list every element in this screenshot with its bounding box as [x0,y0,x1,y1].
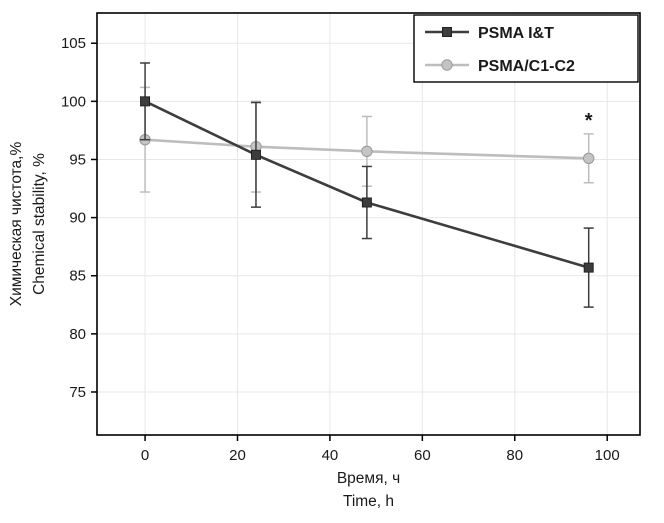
plot-frame [96,12,641,436]
significance-marker: * [585,110,593,132]
x-tick-label: 0 [141,447,149,464]
series-line [144,138,589,160]
x-tick-label: 20 [229,447,246,464]
y-axis-label: Chemical stability, % [31,153,48,295]
data-point-circle [583,152,595,165]
data-point-circle [361,145,373,158]
y-tick-label: 100 [61,93,86,110]
data-point-square [361,197,372,208]
legend-box [413,14,639,83]
y-tick-label: 90 [69,210,86,227]
data-point-square [140,96,151,107]
legend-label: PSMA/C1-C2 [478,58,575,75]
y-tick-label: 80 [69,326,86,343]
x-tick-label: 100 [595,447,620,464]
x-axis-label: Time, h [343,493,394,510]
series-line [144,100,590,269]
x-tick-label: 60 [414,447,431,464]
y-tick-label: 75 [69,384,86,401]
data-point-square [583,262,594,273]
x-axis-label: Время, ч [337,470,400,487]
y-tick-label: 105 [61,35,86,52]
y-tick-label: 95 [69,151,86,168]
legend-label: PSMA I&T [478,25,554,42]
x-tick-label: 80 [506,447,523,464]
x-tick-label: 40 [322,447,339,464]
legend-marker-square [442,27,452,37]
legend-marker-circle [441,59,453,71]
y-axis-label: Химическая чистота,% [8,142,25,307]
data-point-square [250,149,261,160]
y-tick-label: 85 [69,268,86,285]
